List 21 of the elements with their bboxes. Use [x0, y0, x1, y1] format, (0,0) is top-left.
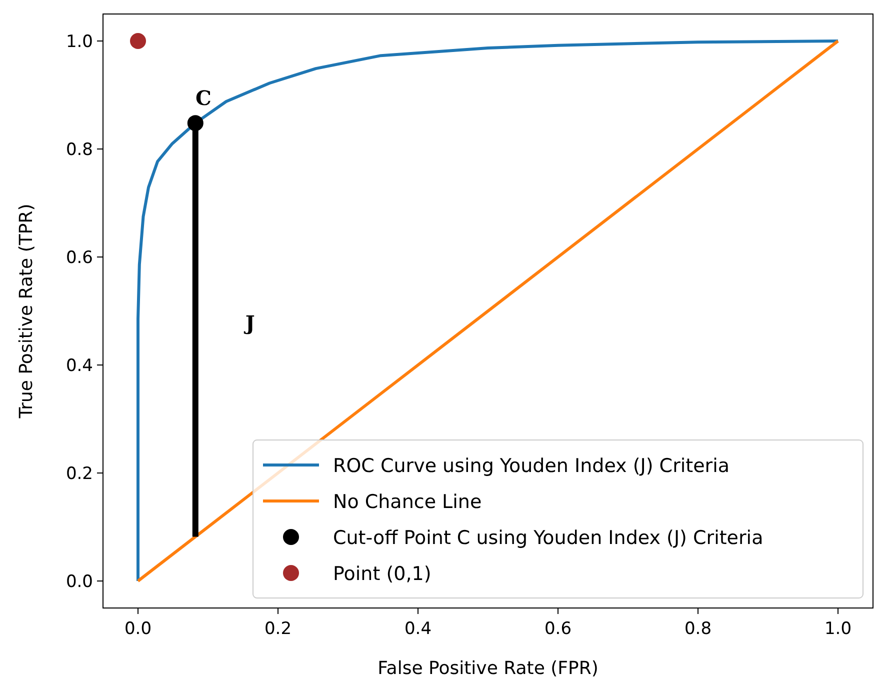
annotation: C [195, 86, 212, 110]
y-tick-label: 1.0 [66, 32, 93, 52]
y-tick-label: 0.8 [66, 140, 93, 160]
x-tick-label: 0.0 [124, 619, 152, 639]
legend-label: Cut-off Point C using Youden Index (J) Criteria [333, 527, 764, 549]
legend-label: No Chance Line [333, 491, 482, 513]
y-axis-title: True Positive Rate (TPR) [16, 204, 37, 420]
x-axis-title: False Positive Rate (FPR) [378, 658, 598, 679]
y-tick-label: 0.0 [66, 572, 93, 592]
y-tick-label: 0.6 [66, 248, 93, 268]
x-tick-label: 0.4 [404, 619, 432, 639]
x-tick-label: 0.8 [684, 619, 712, 639]
x-tick-label: 0.6 [544, 619, 572, 639]
line-series [136, 40, 840, 582]
legend-label: Point (0,1) [333, 563, 432, 585]
legend-label: ROC Curve using Youden Index (J) Criteria [333, 455, 730, 477]
y-tick-label: 0.2 [66, 464, 93, 484]
y-tick-label: 0.4 [66, 356, 93, 376]
annotation: J [243, 310, 255, 335]
x-tick-label: 0.2 [264, 619, 292, 639]
x-tick-label: 1.0 [824, 619, 852, 639]
